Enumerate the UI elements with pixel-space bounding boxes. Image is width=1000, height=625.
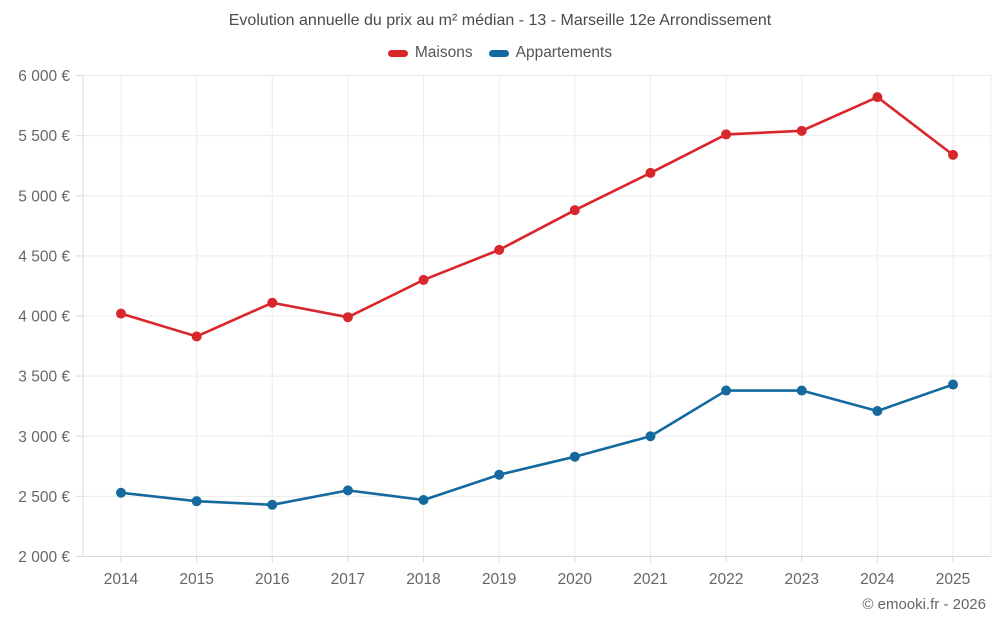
x-axis-label: 2025 bbox=[936, 571, 970, 588]
data-point-appartements-2015[interactable] bbox=[191, 496, 202, 507]
data-point-appartements-2025[interactable] bbox=[948, 379, 958, 390]
x-axis-label: 2019 bbox=[482, 571, 516, 588]
y-axis-label: 3 000 € bbox=[18, 429, 70, 446]
data-point-appartements-2020[interactable] bbox=[569, 451, 580, 462]
x-axis-label: 2023 bbox=[784, 571, 818, 588]
y-axis-label: 6 000 € bbox=[18, 68, 70, 85]
data-point-appartements-2024[interactable] bbox=[872, 405, 883, 416]
legend-item-appartements[interactable]: Appartements bbox=[488, 44, 613, 62]
data-point-appartements-2019[interactable] bbox=[494, 469, 505, 480]
data-point-maisons-2019[interactable] bbox=[494, 244, 505, 255]
data-point-appartements-2016[interactable] bbox=[267, 499, 278, 510]
data-point-maisons-2018[interactable] bbox=[418, 274, 429, 285]
data-point-maisons-2016[interactable] bbox=[267, 297, 278, 308]
legend-label-maisons: Maisons bbox=[414, 44, 473, 61]
data-point-maisons-2014[interactable] bbox=[116, 308, 126, 319]
data-point-appartements-2022[interactable] bbox=[721, 385, 732, 396]
series-line-appartements bbox=[119, 383, 955, 507]
legend-label-appartements: Appartements bbox=[515, 44, 613, 61]
legend-swatch-maisons-icon bbox=[387, 49, 408, 57]
y-axis-label: 3 500 € bbox=[18, 369, 70, 386]
data-point-appartements-2018[interactable] bbox=[418, 494, 429, 505]
x-axis-label: 2021 bbox=[633, 571, 667, 588]
data-point-maisons-2015[interactable] bbox=[191, 331, 202, 342]
chart-legend: Maisons Appartements bbox=[0, 44, 1000, 62]
x-axis-label: 2014 bbox=[104, 571, 139, 588]
x-axis-label: 2017 bbox=[331, 571, 365, 588]
x-axis-label: 2015 bbox=[179, 571, 213, 588]
y-axis-label: 5 500 € bbox=[18, 128, 70, 145]
data-point-appartements-2021[interactable] bbox=[645, 431, 656, 442]
x-axis-label: 2018 bbox=[406, 571, 440, 588]
data-point-appartements-2023[interactable] bbox=[796, 385, 807, 396]
legend-item-maisons[interactable]: Maisons bbox=[387, 44, 473, 62]
data-point-maisons-2017[interactable] bbox=[342, 312, 353, 323]
y-axis-label: 2 500 € bbox=[18, 489, 70, 506]
data-point-maisons-2021[interactable] bbox=[645, 167, 656, 178]
data-point-appartements-2014[interactable] bbox=[116, 487, 126, 498]
data-point-maisons-2023[interactable] bbox=[796, 125, 807, 136]
y-axis-label: 4 000 € bbox=[18, 309, 70, 326]
x-axis-label: 2024 bbox=[860, 571, 895, 588]
data-point-maisons-2024[interactable] bbox=[872, 92, 883, 103]
x-axis-label: 2016 bbox=[255, 571, 289, 588]
copyright-watermark: © emooki.fr - 2026 bbox=[862, 596, 986, 613]
x-axis-label: 2022 bbox=[709, 571, 743, 588]
chart-title: Evolution annuelle du prix au m² médian … bbox=[228, 12, 772, 29]
series-line-maisons bbox=[119, 95, 955, 338]
y-axis-label: 2 000 € bbox=[18, 549, 70, 566]
legend-swatch-appartements-icon bbox=[488, 49, 509, 57]
y-axis-label: 5 000 € bbox=[18, 188, 70, 205]
data-point-maisons-2022[interactable] bbox=[721, 129, 732, 140]
data-point-maisons-2020[interactable] bbox=[569, 205, 580, 216]
y-axis-label: 4 500 € bbox=[18, 248, 70, 265]
data-point-maisons-2025[interactable] bbox=[948, 149, 958, 160]
x-axis-label: 2020 bbox=[558, 571, 593, 588]
data-point-appartements-2017[interactable] bbox=[342, 485, 353, 496]
